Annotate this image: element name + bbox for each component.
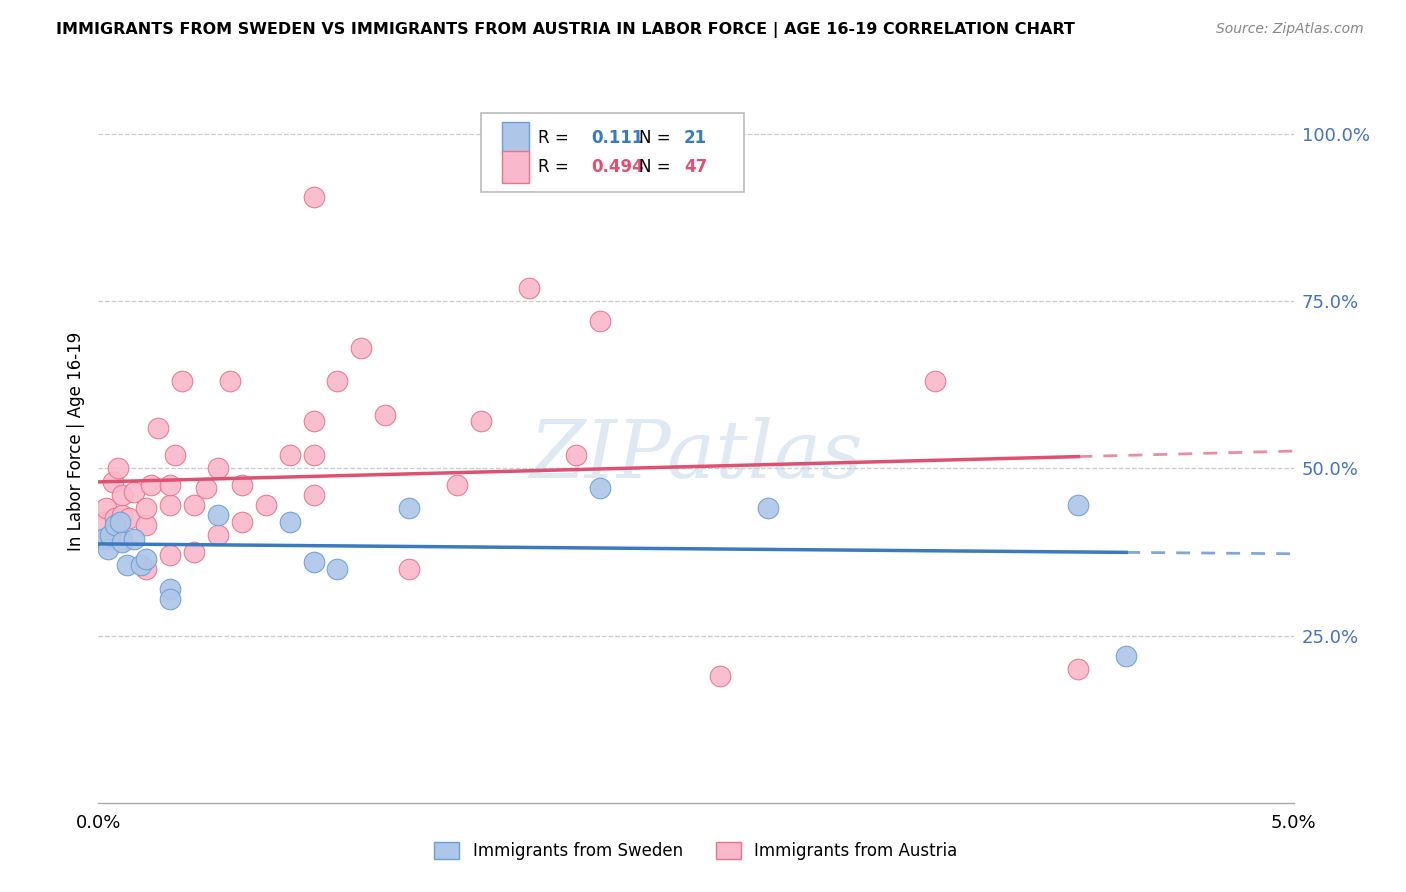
Point bbox=[118, 511, 141, 525]
Point bbox=[124, 484, 146, 499]
Text: 0.494: 0.494 bbox=[591, 158, 644, 176]
Text: N =: N = bbox=[638, 129, 675, 147]
Point bbox=[159, 582, 181, 596]
Point bbox=[565, 448, 588, 462]
Point bbox=[302, 555, 325, 569]
Point bbox=[98, 528, 122, 542]
Point bbox=[350, 341, 373, 355]
Point bbox=[517, 281, 540, 295]
Point bbox=[756, 501, 779, 516]
Point bbox=[207, 508, 229, 523]
Point bbox=[374, 408, 396, 422]
Point bbox=[302, 448, 325, 462]
Point bbox=[148, 421, 170, 435]
Point bbox=[91, 532, 114, 546]
Point bbox=[98, 532, 122, 546]
Point bbox=[302, 414, 325, 429]
Point bbox=[135, 518, 157, 533]
Point bbox=[326, 375, 349, 389]
Point bbox=[470, 414, 492, 429]
Point bbox=[124, 532, 146, 546]
Point bbox=[104, 511, 127, 525]
Point bbox=[107, 461, 129, 475]
Point bbox=[924, 375, 946, 389]
Point bbox=[135, 501, 157, 516]
Point bbox=[108, 515, 131, 529]
Point bbox=[111, 532, 134, 546]
Point bbox=[1115, 648, 1137, 663]
Point bbox=[231, 478, 253, 492]
Point bbox=[91, 515, 114, 529]
Point bbox=[326, 562, 349, 576]
Point bbox=[159, 591, 181, 606]
Point bbox=[163, 448, 186, 462]
FancyBboxPatch shape bbox=[502, 151, 529, 183]
Point bbox=[94, 501, 117, 516]
Point bbox=[254, 498, 277, 512]
Point bbox=[278, 448, 301, 462]
Point bbox=[135, 562, 157, 576]
Point bbox=[709, 669, 731, 683]
FancyBboxPatch shape bbox=[502, 122, 529, 154]
Text: 21: 21 bbox=[685, 129, 707, 147]
Point bbox=[104, 518, 127, 533]
Point bbox=[90, 532, 112, 546]
Point bbox=[1067, 498, 1090, 512]
Point bbox=[446, 478, 468, 492]
Text: 47: 47 bbox=[685, 158, 707, 176]
Point bbox=[115, 558, 138, 573]
Point bbox=[183, 498, 205, 512]
FancyBboxPatch shape bbox=[481, 112, 744, 193]
Point bbox=[195, 482, 218, 496]
Point bbox=[97, 541, 120, 556]
Point bbox=[183, 545, 205, 559]
Point bbox=[231, 515, 253, 529]
Legend: Immigrants from Sweden, Immigrants from Austria: Immigrants from Sweden, Immigrants from … bbox=[427, 835, 965, 867]
Point bbox=[159, 498, 181, 512]
Point bbox=[219, 375, 242, 389]
Point bbox=[111, 488, 134, 502]
Point bbox=[589, 482, 612, 496]
Text: ZIPatlas: ZIPatlas bbox=[529, 417, 863, 495]
Point bbox=[159, 548, 181, 563]
Point bbox=[589, 314, 612, 328]
Text: IMMIGRANTS FROM SWEDEN VS IMMIGRANTS FROM AUSTRIA IN LABOR FORCE | AGE 16-19 COR: IMMIGRANTS FROM SWEDEN VS IMMIGRANTS FRO… bbox=[56, 22, 1076, 38]
Text: R =: R = bbox=[538, 129, 574, 147]
Point bbox=[135, 551, 157, 566]
Point bbox=[131, 558, 153, 573]
Text: N =: N = bbox=[638, 158, 675, 176]
Text: R =: R = bbox=[538, 158, 574, 176]
Point bbox=[302, 488, 325, 502]
Text: Source: ZipAtlas.com: Source: ZipAtlas.com bbox=[1216, 22, 1364, 37]
Point bbox=[207, 528, 229, 542]
Point bbox=[111, 534, 134, 549]
Point bbox=[139, 478, 162, 492]
Y-axis label: In Labor Force | Age 16-19: In Labor Force | Age 16-19 bbox=[66, 332, 84, 551]
Point bbox=[1067, 662, 1090, 676]
Text: 0.111: 0.111 bbox=[591, 129, 643, 147]
Point bbox=[302, 190, 325, 204]
Point bbox=[207, 461, 229, 475]
Point bbox=[278, 515, 301, 529]
Point bbox=[159, 478, 181, 492]
Point bbox=[398, 562, 420, 576]
Point bbox=[172, 375, 194, 389]
Point bbox=[111, 508, 134, 523]
Point bbox=[398, 501, 420, 516]
Point bbox=[101, 475, 124, 489]
